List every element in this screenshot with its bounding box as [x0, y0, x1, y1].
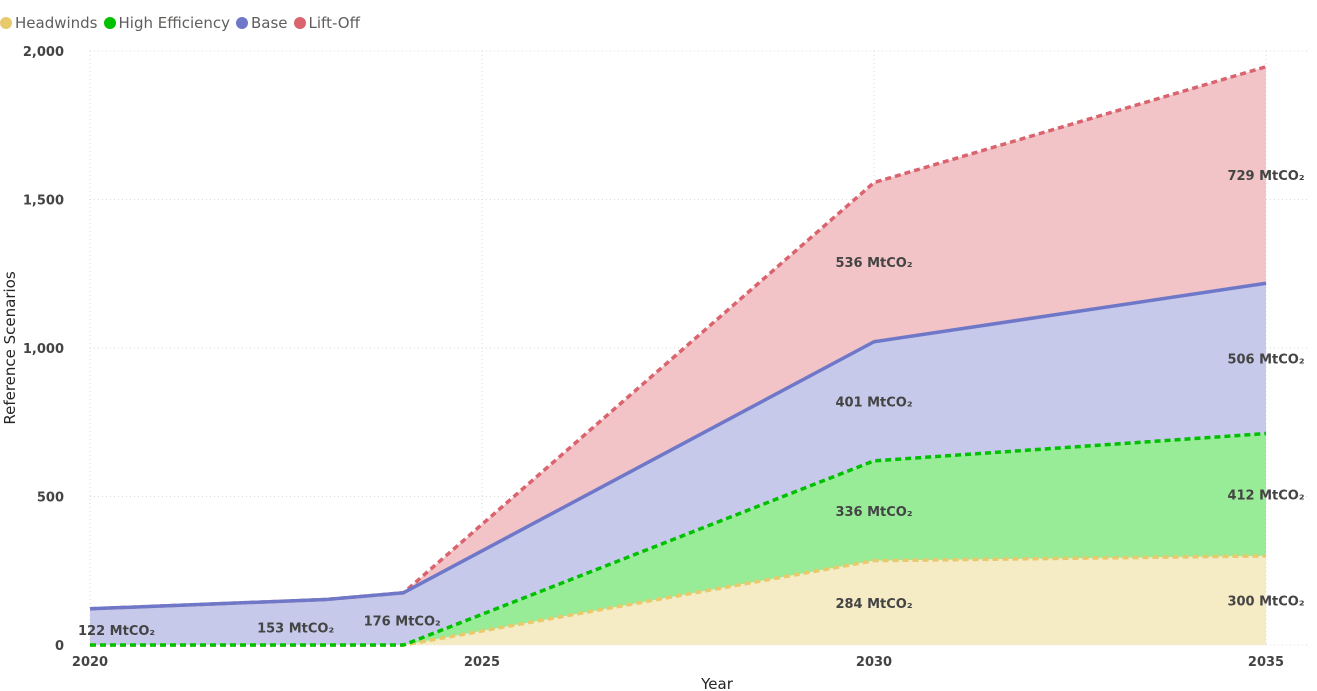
data-label: 412 MtCO₂ [1227, 489, 1304, 504]
legend-marker-icon [0, 17, 12, 29]
data-label: 284 MtCO₂ [835, 597, 912, 612]
legend-label: Lift-Off [308, 14, 360, 32]
line-base [89, 281, 1267, 611]
y-tick-label: 1,000 [23, 342, 64, 357]
legend-label: Headwinds [15, 14, 98, 32]
area-high-efficiency [90, 433, 1266, 645]
axis-ticks: 0 500 1,000 1,500 2,000 2020 2025 2030 2035 [23, 45, 1284, 670]
x-tick-label: 2025 [464, 655, 500, 670]
legend: Headwinds High Efficiency Base Lift-Off [0, 12, 366, 34]
data-label: 176 MtCO₂ [364, 615, 441, 630]
area-lift-off [90, 66, 1266, 609]
data-label: 122 MtCO₂ [78, 624, 155, 639]
data-label: 300 MtCO₂ [1227, 594, 1304, 609]
data-label: 401 MtCO₂ [835, 395, 912, 410]
x-tick-label: 2020 [72, 655, 108, 670]
data-label: 536 MtCO₂ [835, 256, 912, 271]
y-tick-label: 1,500 [23, 194, 64, 209]
legend-marker-icon [293, 17, 306, 29]
legend-label: Base [251, 14, 288, 32]
legend-label: High Efficiency [118, 14, 231, 32]
data-label: 506 MtCO₂ [1227, 352, 1304, 367]
legend-marker-icon [236, 17, 248, 29]
area-base [90, 283, 1266, 645]
series-lines [89, 65, 1267, 647]
legend-item-lift-off[interactable]: Lift-Off [293, 14, 360, 32]
legend-item-base[interactable]: Base [236, 14, 288, 32]
y-axis-title: Reference Scenarios [1, 271, 19, 425]
legend-item-headwinds[interactable]: Headwinds [0, 14, 98, 32]
series-areas [90, 66, 1266, 645]
legend-item-high-efficiency[interactable]: High Efficiency [103, 14, 231, 32]
x-tick-label: 2035 [1248, 655, 1284, 670]
x-tick-label: 2030 [856, 655, 892, 670]
data-labels: 284 MtCO₂ 300 MtCO₂ 336 MtCO₂ 412 MtCO₂ 122 … [78, 169, 1305, 639]
data-label: 336 MtCO₂ [835, 505, 912, 520]
legend-marker-icon [103, 17, 116, 29]
line-high-efficiency [90, 431, 1267, 647]
data-label: 153 MtCO₂ [257, 622, 334, 637]
area-headwinds [90, 555, 1266, 645]
y-tick-label: 2,000 [23, 45, 64, 60]
x-axis-title: Year [700, 675, 734, 691]
data-label: 729 MtCO₂ [1227, 169, 1304, 184]
y-tick-label: 500 [37, 491, 64, 506]
y-tick-label: 0 [55, 639, 64, 654]
